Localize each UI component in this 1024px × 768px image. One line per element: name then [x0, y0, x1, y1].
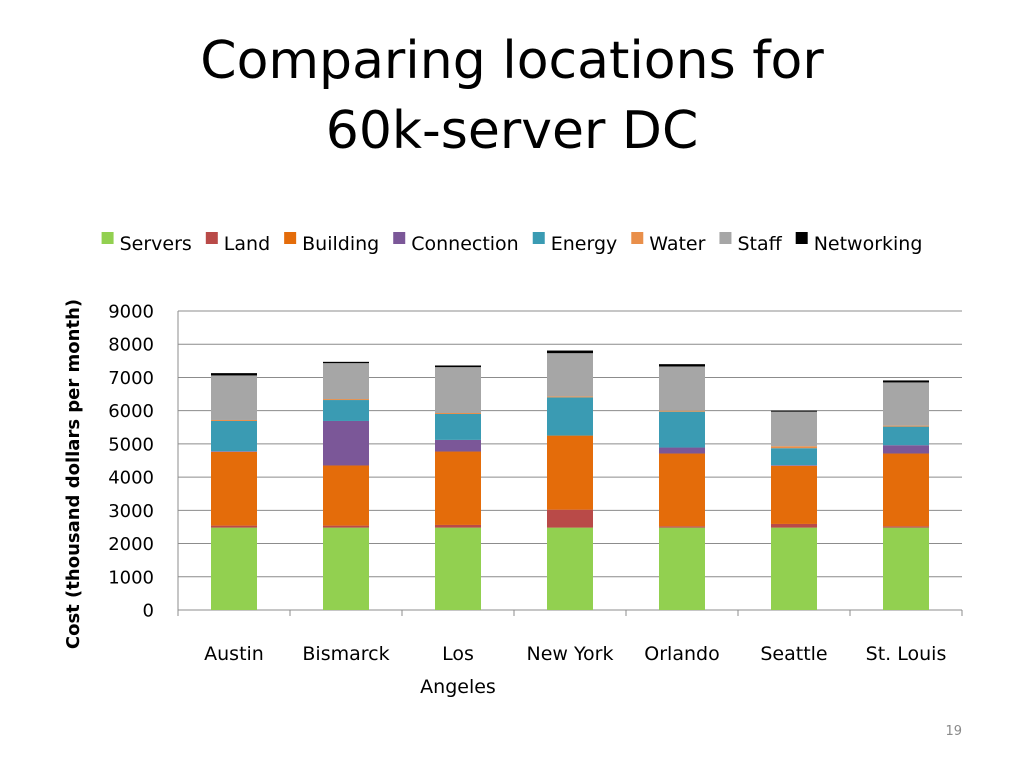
bar-networking-bismarck — [323, 361, 369, 364]
bar-connection-bismarck — [323, 420, 369, 466]
bar-connection-los-angeles — [435, 439, 481, 452]
bar-connection-seattle — [771, 465, 817, 466]
bar-building-los-angeles — [435, 451, 481, 525]
bar-staff-st-louis — [883, 382, 929, 426]
bar-building-new-york — [547, 435, 593, 510]
legend-label-energy: Energy — [551, 233, 618, 255]
bar-energy-seattle — [771, 448, 817, 466]
bar-networking-new-york — [547, 350, 593, 354]
y-tick-label-3000: 3000 — [108, 501, 154, 522]
page-number: 19 — [945, 724, 962, 739]
legend-swatch-water — [631, 232, 644, 244]
bar-staff-seattle — [771, 411, 817, 447]
bar-staff-orlando — [659, 366, 705, 411]
bar-land-los-angeles — [435, 524, 481, 528]
bar-building-austin — [211, 451, 257, 526]
y-tick-label-5000: 5000 — [108, 434, 154, 455]
legend-swatch-land — [205, 232, 218, 244]
x-category-label-los-angeles-line-1: Los — [442, 643, 474, 665]
bar-servers-new-york — [547, 527, 593, 610]
bar-energy-austin — [211, 420, 257, 452]
bar-energy-bismarck — [323, 400, 369, 421]
legend-swatch-connection — [393, 232, 406, 244]
bar-water-seattle — [771, 446, 817, 449]
bar-land-seattle — [771, 523, 817, 528]
bar-servers-seattle — [771, 527, 817, 610]
bar-energy-new-york — [547, 397, 593, 436]
bar-land-new-york — [547, 509, 593, 528]
bar-staff-bismarck — [323, 363, 369, 400]
bar-servers-orlando — [659, 527, 705, 610]
x-category-label-austin: Austin — [204, 643, 264, 665]
legend-swatch-staff — [719, 232, 732, 244]
bar-servers-st-louis — [883, 527, 929, 610]
bar-networking-austin — [211, 373, 257, 376]
slide-title-line-1: Comparing locations for — [200, 31, 824, 91]
bar-land-orlando — [659, 526, 705, 528]
y-tick-label-1000: 1000 — [108, 567, 154, 588]
bar-building-seattle — [771, 465, 817, 524]
bar-networking-seattle — [771, 410, 817, 412]
legend-swatch-energy — [532, 232, 545, 244]
bar-servers-austin — [211, 527, 257, 610]
legend-swatch-servers — [101, 232, 114, 244]
legend-swatch-building — [284, 232, 297, 244]
bar-servers-bismarck — [323, 527, 369, 610]
bar-servers-los-angeles — [435, 527, 481, 610]
bar-water-bismarck — [323, 399, 369, 401]
bar-land-bismarck — [323, 525, 369, 528]
legend-label-staff: Staff — [737, 233, 782, 255]
bar-energy-orlando — [659, 411, 705, 448]
legend-label-networking: Networking — [814, 233, 923, 255]
bar-water-orlando — [659, 410, 705, 412]
bar-land-st-louis — [883, 526, 929, 528]
y-tick-label-8000: 8000 — [108, 335, 154, 356]
y-tick-label-7000: 7000 — [108, 368, 154, 389]
y-tick-label-2000: 2000 — [108, 534, 154, 555]
x-category-label-seattle: Seattle — [760, 643, 827, 665]
bar-connection-austin — [211, 451, 257, 452]
slide-title: Comparing locations for 60k-server DC — [0, 26, 1024, 166]
bar-connection-st-louis — [883, 445, 929, 454]
legend-label-water: Water — [649, 233, 705, 255]
bar-staff-new-york — [547, 353, 593, 397]
bar-networking-st-louis — [883, 380, 929, 383]
x-category-label-orlando: Orlando — [644, 643, 719, 665]
slide-title-line-2: 60k-server DC — [325, 101, 699, 161]
y-tick-label-0: 0 — [143, 601, 154, 622]
legend-label-building: Building — [302, 233, 379, 255]
bar-building-bismarck — [323, 465, 369, 526]
bar-staff-los-angeles — [435, 367, 481, 413]
bar-land-austin — [211, 525, 257, 528]
legend-label-land: Land — [224, 233, 270, 255]
y-tick-label-9000: 9000 — [108, 302, 154, 323]
bar-water-los-angeles — [435, 412, 481, 414]
bar-building-st-louis — [883, 453, 929, 527]
x-category-label-new-york: New York — [526, 643, 613, 665]
legend-label-connection: Connection — [411, 233, 519, 255]
bar-water-st-louis — [883, 425, 929, 427]
bar-energy-los-angeles — [435, 413, 481, 440]
bar-water-austin — [211, 419, 257, 421]
bar-water-new-york — [547, 396, 593, 398]
bar-energy-st-louis — [883, 426, 929, 446]
y-tick-label-4000: 4000 — [108, 468, 154, 489]
legend-swatch-networking — [795, 232, 808, 244]
bar-building-orlando — [659, 453, 705, 527]
legend-label-servers: Servers — [120, 233, 192, 255]
bar-staff-austin — [211, 375, 257, 420]
bar-networking-orlando — [659, 364, 705, 367]
bar-connection-orlando — [659, 447, 705, 454]
x-category-label-bismarck: Bismarck — [302, 643, 389, 665]
y-tick-label-6000: 6000 — [108, 401, 154, 422]
bar-networking-los-angeles — [435, 365, 481, 368]
x-category-label-st-louis: St. Louis — [866, 643, 947, 665]
y-axis-title: Cost (thousand dollars per month) — [63, 299, 84, 649]
x-category-label-los-angeles-line-2: Angeles — [420, 676, 496, 698]
